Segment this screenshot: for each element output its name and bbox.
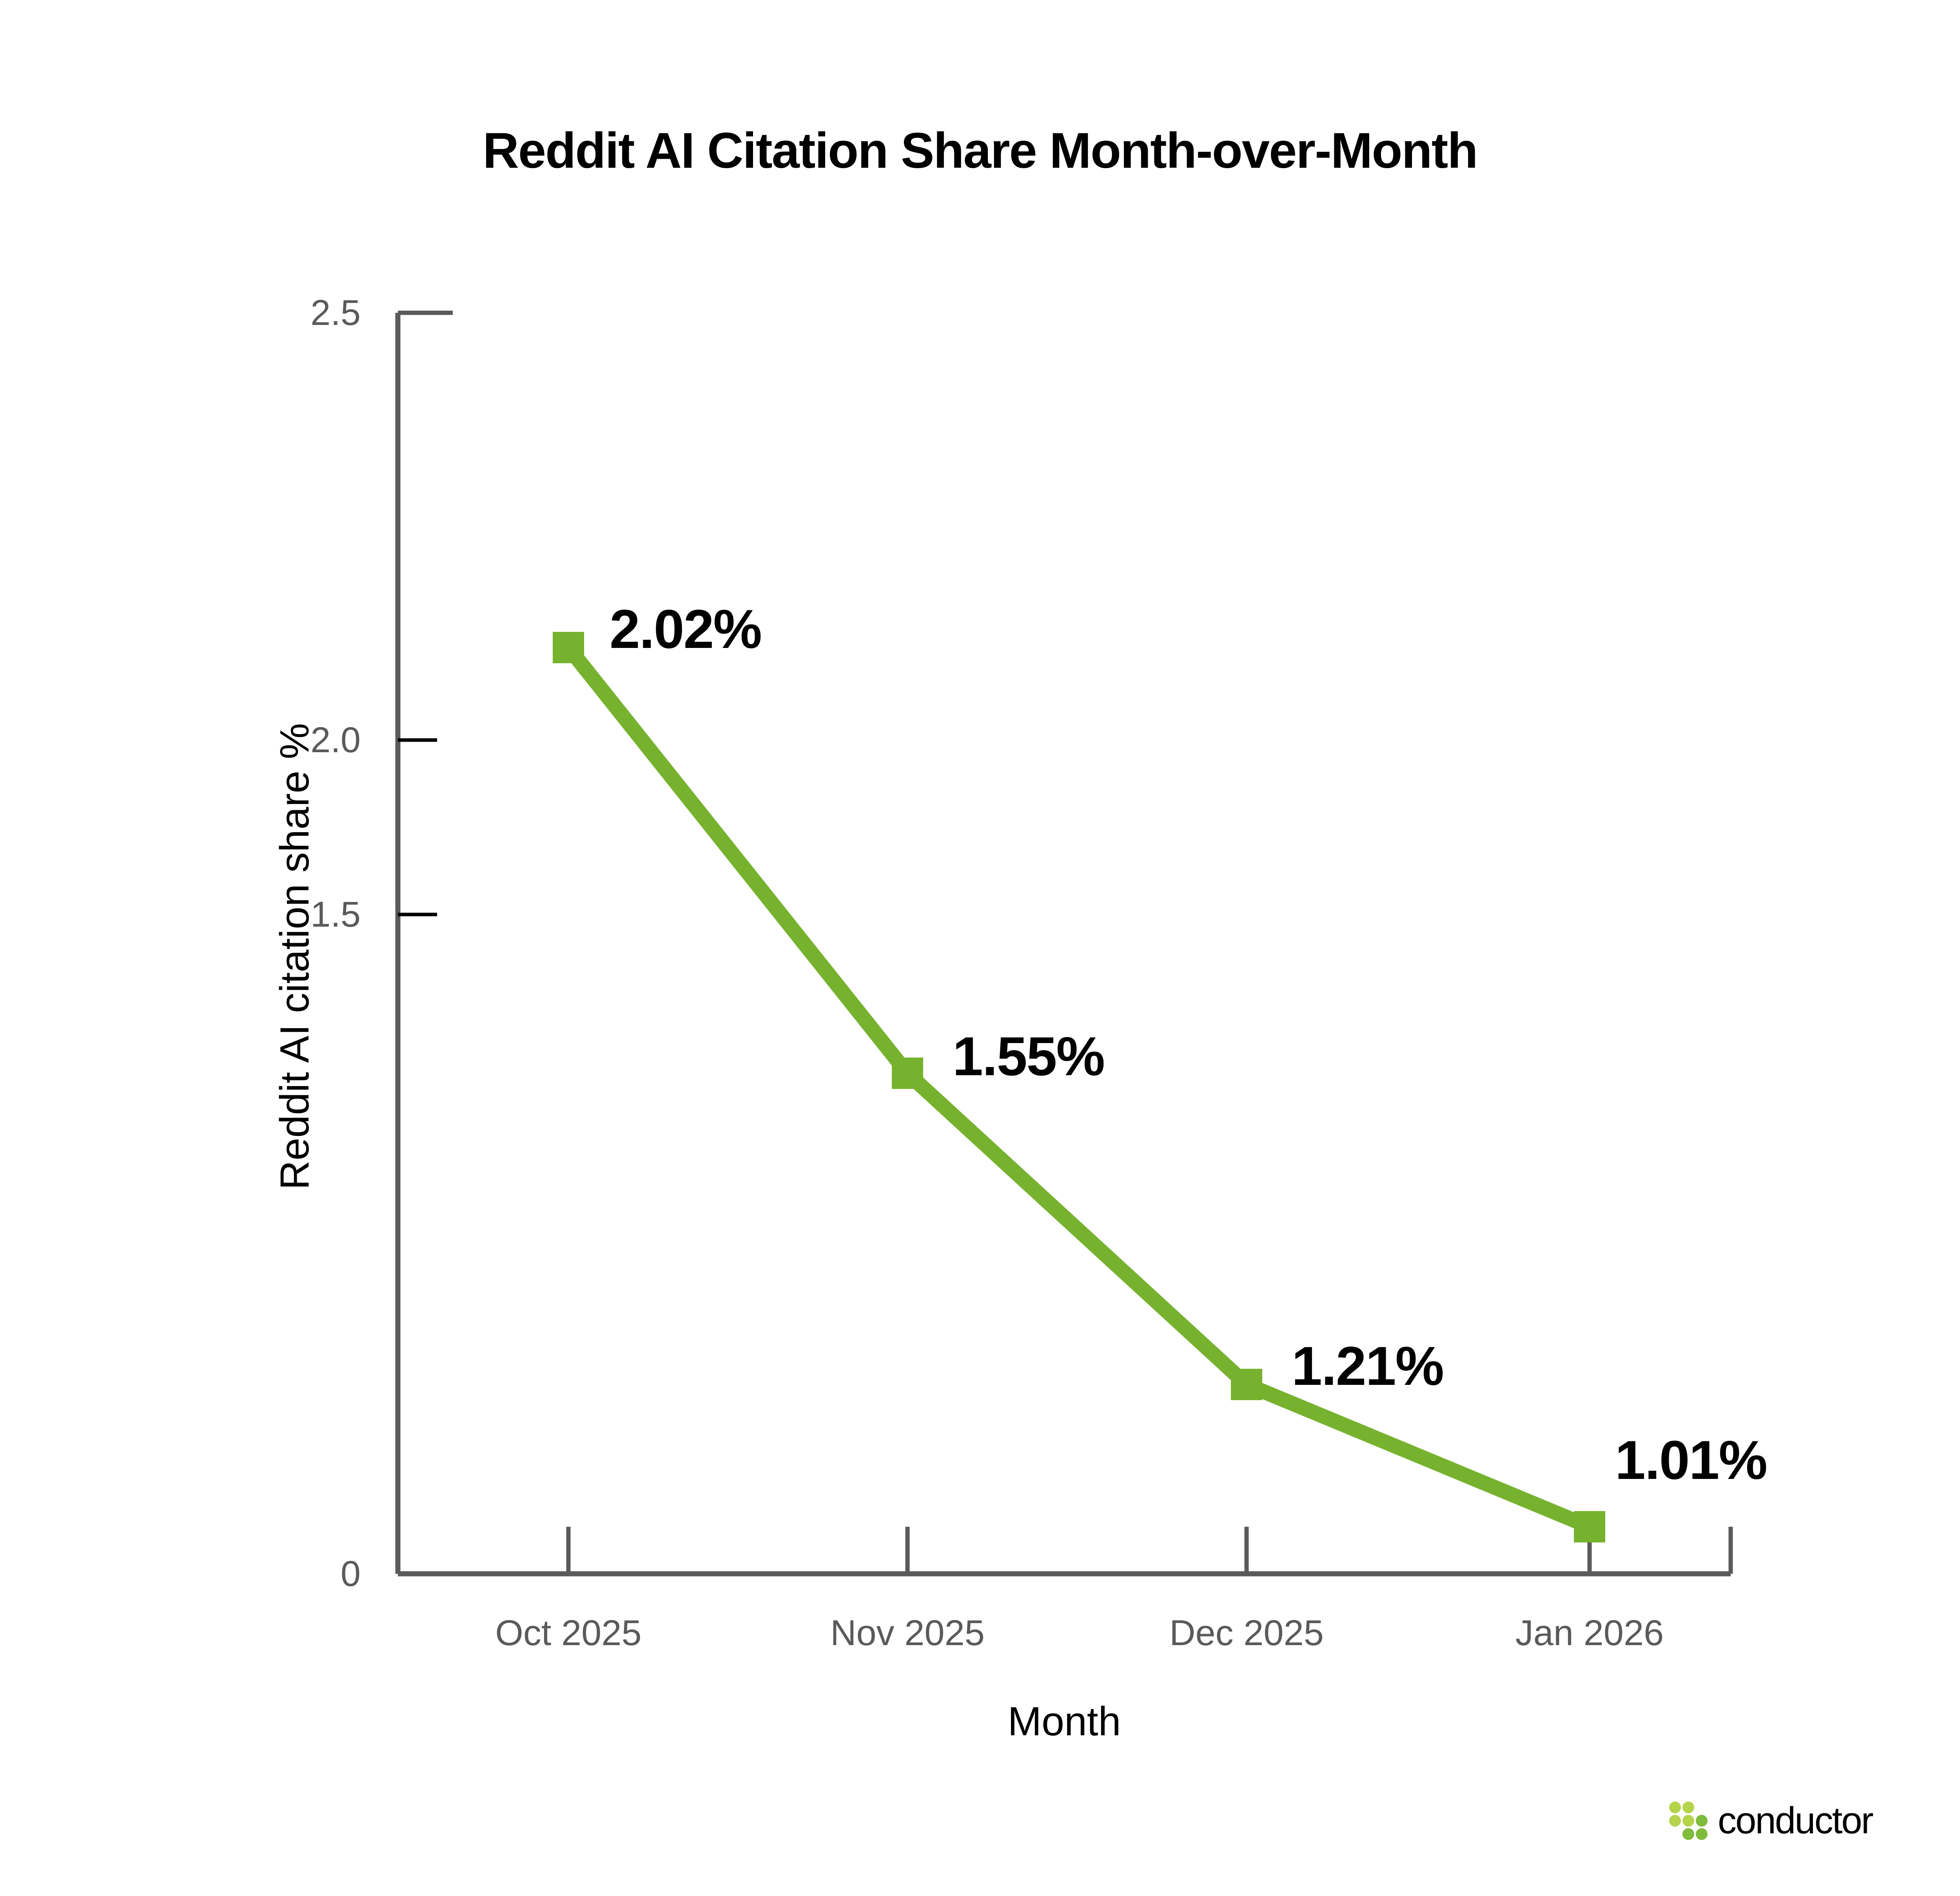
data-label-dec-2025: 1.21%: [1292, 1335, 1444, 1397]
y-tick-label-2-0: 2.0: [310, 720, 361, 760]
data-point-marker-nov-2025[interactable]: [892, 1058, 923, 1089]
data-label-jan-2026: 1.01%: [1615, 1429, 1768, 1491]
data-point-marker-oct-2025[interactable]: [553, 632, 584, 663]
x-axis-ticks: [566, 1527, 1733, 1574]
data-series-line: [563, 643, 1593, 1534]
y-tick-label-2-5: 2.5: [310, 293, 361, 333]
data-point-marker-dec-2025[interactable]: [1231, 1369, 1262, 1400]
conductor-dots-icon: [1669, 1802, 1708, 1840]
x-tick-label-dec-2025: Dec 2025: [1169, 1613, 1324, 1653]
brand-wordmark: conductor: [1718, 1800, 1874, 1842]
y-tick-label-1-5: 1.5: [310, 894, 361, 934]
data-series-markers: [553, 632, 1605, 1542]
y-tick-label-0: 0: [340, 1554, 361, 1594]
x-tick-label-jan-2026: Jan 2026: [1515, 1613, 1664, 1653]
x-tick-label-nov-2025: Nov 2025: [830, 1613, 985, 1653]
data-label-oct-2025: 2.02%: [610, 598, 762, 660]
y-axis-title: Reddit AI citation share %: [272, 723, 318, 1190]
x-tick-label-oct-2025: Oct 2025: [495, 1613, 642, 1653]
y-axis-ticks: [398, 310, 453, 916]
data-point-marker-jan-2026[interactable]: [1574, 1511, 1605, 1542]
chart-title: Reddit AI Citation Share Month-over-Mont…: [483, 123, 1478, 179]
data-label-nov-2025: 1.55%: [953, 1025, 1105, 1087]
brand-logo: conductor: [1669, 1800, 1874, 1842]
x-axis-title: Month: [1007, 1699, 1121, 1744]
